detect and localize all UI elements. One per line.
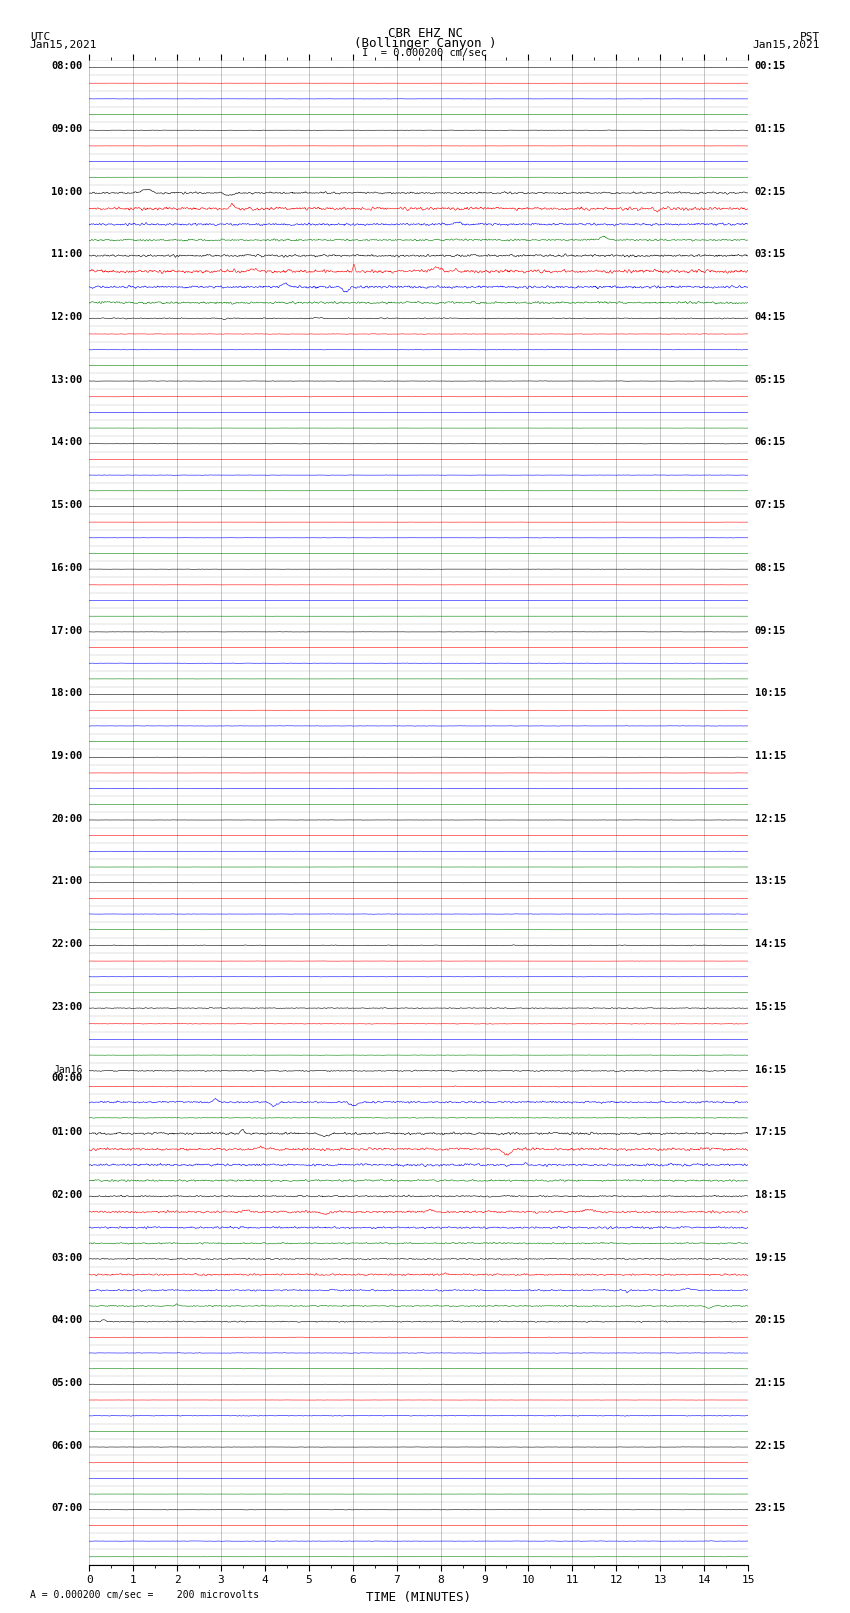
Text: 02:00: 02:00	[51, 1190, 82, 1200]
Text: 21:00: 21:00	[51, 876, 82, 887]
Text: UTC: UTC	[30, 32, 50, 42]
Text: 18:00: 18:00	[51, 689, 82, 698]
Text: 03:00: 03:00	[51, 1253, 82, 1263]
Text: 15:00: 15:00	[51, 500, 82, 510]
Text: 16:00: 16:00	[51, 563, 82, 573]
Text: 10:00: 10:00	[51, 187, 82, 197]
Text: 22:15: 22:15	[755, 1440, 786, 1450]
Text: 11:15: 11:15	[755, 752, 786, 761]
Text: 17:15: 17:15	[755, 1127, 786, 1137]
Text: 10:15: 10:15	[755, 689, 786, 698]
Text: 06:00: 06:00	[51, 1440, 82, 1450]
Text: 08:15: 08:15	[755, 563, 786, 573]
X-axis label: TIME (MINUTES): TIME (MINUTES)	[366, 1590, 471, 1603]
Text: PST: PST	[800, 32, 820, 42]
Text: 03:15: 03:15	[755, 250, 786, 260]
Text: 04:00: 04:00	[51, 1315, 82, 1326]
Text: 20:15: 20:15	[755, 1315, 786, 1326]
Text: 08:00: 08:00	[51, 61, 82, 71]
Text: 00:00: 00:00	[51, 1073, 82, 1084]
Text: 05:15: 05:15	[755, 374, 786, 386]
Text: 01:15: 01:15	[755, 124, 786, 134]
Text: 09:00: 09:00	[51, 124, 82, 134]
Text: 13:00: 13:00	[51, 374, 82, 386]
Text: Jan16: Jan16	[54, 1065, 82, 1076]
Text: Jan15,2021: Jan15,2021	[30, 40, 97, 50]
Text: 22:00: 22:00	[51, 939, 82, 948]
Text: 01:00: 01:00	[51, 1127, 82, 1137]
Text: 21:15: 21:15	[755, 1378, 786, 1389]
Text: 12:00: 12:00	[51, 311, 82, 323]
Text: I  = 0.000200 cm/sec: I = 0.000200 cm/sec	[362, 48, 488, 58]
Text: 14:00: 14:00	[51, 437, 82, 447]
Text: 07:15: 07:15	[755, 500, 786, 510]
Text: A = 0.000200 cm/sec =    200 microvolts: A = 0.000200 cm/sec = 200 microvolts	[30, 1590, 259, 1600]
Text: Jan15,2021: Jan15,2021	[753, 40, 820, 50]
Text: 23:15: 23:15	[755, 1503, 786, 1513]
Text: 16:15: 16:15	[755, 1065, 786, 1074]
Text: 07:00: 07:00	[51, 1503, 82, 1513]
Text: 12:15: 12:15	[755, 813, 786, 824]
Text: (Bollinger Canyon ): (Bollinger Canyon )	[354, 37, 496, 50]
Text: 04:15: 04:15	[755, 311, 786, 323]
Text: CBR EHZ NC: CBR EHZ NC	[388, 27, 462, 40]
Text: 14:15: 14:15	[755, 939, 786, 948]
Text: 15:15: 15:15	[755, 1002, 786, 1011]
Text: 13:15: 13:15	[755, 876, 786, 887]
Text: 23:00: 23:00	[51, 1002, 82, 1011]
Text: 11:00: 11:00	[51, 250, 82, 260]
Text: 20:00: 20:00	[51, 813, 82, 824]
Text: 19:15: 19:15	[755, 1253, 786, 1263]
Text: 17:00: 17:00	[51, 626, 82, 636]
Text: 18:15: 18:15	[755, 1190, 786, 1200]
Text: 06:15: 06:15	[755, 437, 786, 447]
Text: 00:15: 00:15	[755, 61, 786, 71]
Text: 09:15: 09:15	[755, 626, 786, 636]
Text: 02:15: 02:15	[755, 187, 786, 197]
Text: 05:00: 05:00	[51, 1378, 82, 1389]
Text: 19:00: 19:00	[51, 752, 82, 761]
